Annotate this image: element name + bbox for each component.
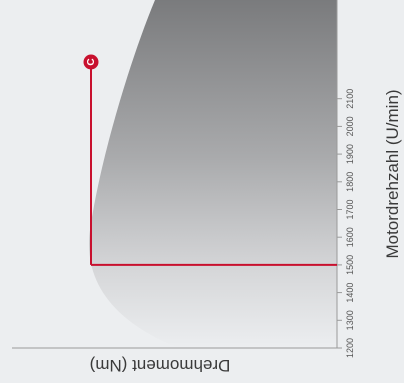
- speed-tick-label: 1300: [345, 310, 355, 330]
- speed-tick-label: 2100: [345, 89, 355, 109]
- speed-tick-label: 1900: [345, 144, 355, 164]
- speed-axis-title: Motordrehzahl (U/min): [383, 89, 402, 258]
- speed-tick-label: 1800: [345, 172, 355, 192]
- marker-c-badge: C: [83, 54, 99, 70]
- speed-axis-ticks: 1200 1300 1400 1500 1600 1700 1800 1900 2000 2100: [337, 89, 355, 358]
- speed-tick-label: 1200: [345, 338, 355, 358]
- marker-c-label: C: [86, 58, 97, 65]
- speed-tick-label: 1500: [345, 255, 355, 275]
- speed-tick-label: 1700: [345, 199, 355, 219]
- operating-envelope-area: [89, 0, 337, 348]
- speed-tick-label: 1400: [345, 283, 355, 303]
- speed-tick-label: 2000: [345, 116, 355, 136]
- speed-tick-label: 1600: [345, 227, 355, 247]
- torque-axis-title: Drehmoment (Nm): [90, 356, 231, 375]
